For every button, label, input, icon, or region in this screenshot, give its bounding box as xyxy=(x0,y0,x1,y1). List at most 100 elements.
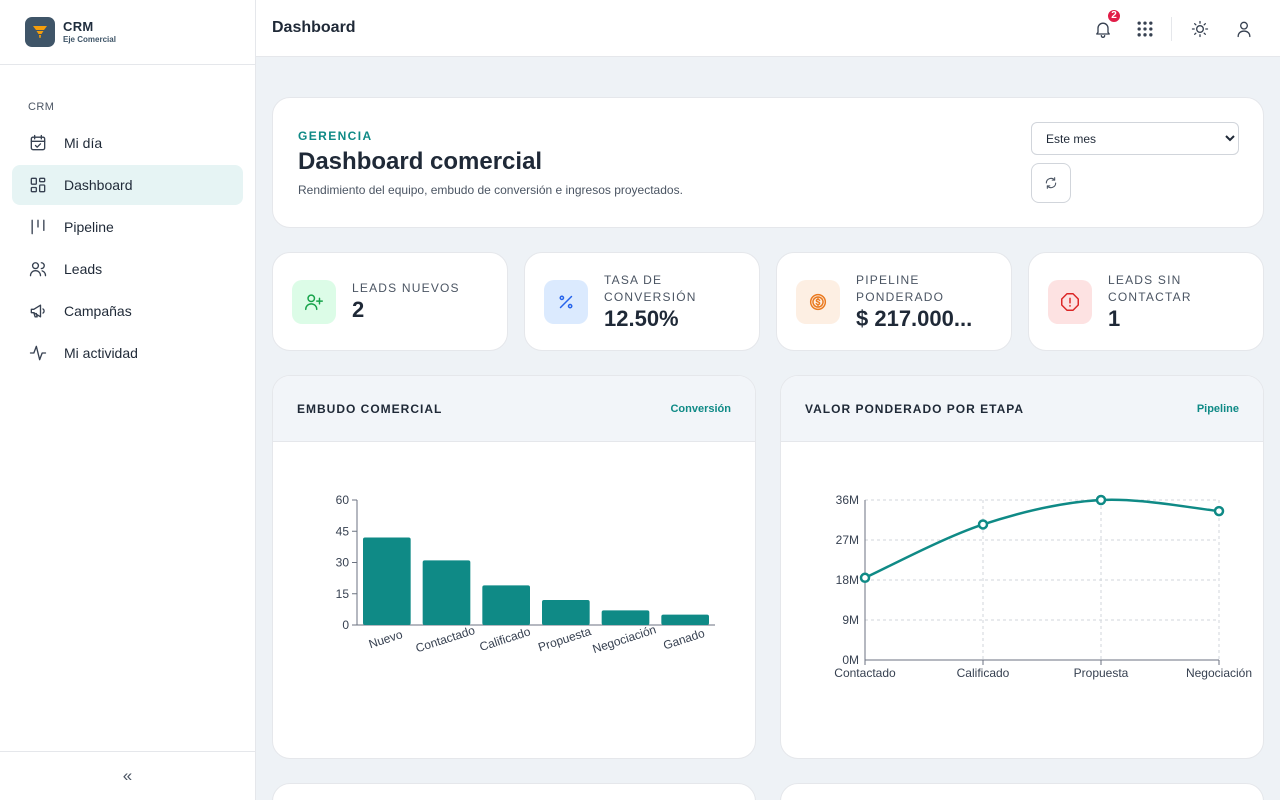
kpi-value: 1 xyxy=(1108,305,1121,331)
y-tick-label: 9M xyxy=(842,613,859,627)
sidebar-item-leads[interactable]: Leads xyxy=(12,249,243,289)
funnel-chart-body: 0 15 30 45 60 Nuevo Contactado Calificado Propue… xyxy=(273,442,755,758)
collapse-sidebar-button[interactable]: « xyxy=(122,766,133,785)
kpi-label: TASA DE CONVERSIÓN xyxy=(604,272,697,304)
funnel-chart-card: EMBUDO COMERCIAL Conversión 0 15 30 45 60 Nue… xyxy=(272,375,756,759)
kpi-label: LEADS SIN CONTACTAR xyxy=(1108,272,1192,304)
user-icon xyxy=(1237,21,1251,37)
pipeline-link[interactable]: Pipeline xyxy=(1196,402,1239,415)
coin-dollar-icon xyxy=(809,293,827,311)
pipeline-columns-icon xyxy=(31,219,45,235)
sidebar-item-pipeline[interactable]: Pipeline xyxy=(12,207,243,247)
apps-grid-icon xyxy=(1137,21,1153,36)
weighted-line-chart: 0M 9M 18M 27M 36M Contactado Calificado Propues… xyxy=(834,493,1252,680)
sidebar-item-label: Mi día xyxy=(64,135,103,151)
sidebar-item-dashboard[interactable]: Dashboard xyxy=(12,165,243,205)
hero-title: Dashboard comercial xyxy=(298,148,543,175)
kpi-value: $ 217.000... xyxy=(856,305,973,331)
x-tick-label: Ganado xyxy=(661,626,706,653)
kpi-card-pipeline-ponderado: PIPELINE PONDERADO $ 217.000... xyxy=(776,252,1012,351)
series-line xyxy=(864,498,1220,579)
sidebar-item-label: Leads xyxy=(64,261,103,277)
period-select[interactable]: Este mes xyxy=(1031,122,1239,155)
x-tick-label: Propuesta xyxy=(1074,666,1129,680)
data-point xyxy=(859,572,871,584)
data-point xyxy=(1095,494,1107,506)
y-tick-label: 27M xyxy=(836,533,859,547)
y-tick-label: 36M xyxy=(836,493,859,507)
brand-subtitle: Eje Comercial xyxy=(63,34,116,44)
sidebar-item-label: Mi actividad xyxy=(64,345,138,361)
user-menu-button[interactable] xyxy=(1232,17,1256,41)
user-plus-icon xyxy=(305,294,323,311)
sidebar-item-mi-dia[interactable]: Mi día xyxy=(12,123,243,163)
weighted-chart-card: VALOR PONDERADO POR ETAPA Pipeline 0M 9M 1… xyxy=(780,375,1264,759)
bell-icon xyxy=(1096,22,1110,38)
x-tick-label: Calificado xyxy=(478,624,533,654)
y-tick-label: 15 xyxy=(336,587,350,601)
apps-button[interactable] xyxy=(1133,17,1157,41)
bar xyxy=(363,537,411,625)
conversion-link[interactable]: Conversión xyxy=(670,402,731,415)
kpi-value: 2 xyxy=(352,297,365,322)
brand-name: CRM xyxy=(63,18,94,34)
users-icon xyxy=(29,262,47,277)
notification-badge: 2 xyxy=(1106,7,1122,24)
kpi-icon-box xyxy=(796,280,840,324)
x-tick-label: Contactado xyxy=(834,666,896,680)
y-tick-label: 45 xyxy=(336,524,350,538)
chart-header: VALOR PONDERADO POR ETAPA Pipeline xyxy=(781,376,1263,442)
percent-icon xyxy=(559,295,573,309)
x-tick-label: Calificado xyxy=(957,666,1010,680)
kpi-icon-box xyxy=(1048,280,1092,324)
chart-title: EMBUDO COMERCIAL xyxy=(297,401,443,416)
data-point xyxy=(1213,505,1225,517)
sun-icon xyxy=(1191,20,1209,37)
bar xyxy=(661,614,709,625)
theme-toggle-button[interactable] xyxy=(1188,17,1212,41)
chart-header: EMBUDO COMERCIAL Conversión xyxy=(273,376,755,442)
sidebar-footer: « xyxy=(0,751,255,800)
kpi-value: 12.50% xyxy=(604,305,679,331)
y-tick-label: 60 xyxy=(336,493,350,507)
header-divider xyxy=(1171,16,1172,41)
x-tick-label: Nuevo xyxy=(367,627,405,651)
x-tick-label: Contactado xyxy=(414,623,477,655)
funnel-logo-icon xyxy=(25,17,55,47)
x-tick-label: Propuesta xyxy=(536,624,593,654)
y-tick-label: 0 xyxy=(342,618,349,632)
hero-card: GERENCIA Dashboard comercial Rendimiento… xyxy=(272,97,1264,228)
sidebar-item-label: Campañas xyxy=(64,303,132,319)
y-tick-label: 18M xyxy=(836,573,859,587)
sidebar: CRM Eje Comercial CRM Mi día Dashboard P… xyxy=(0,0,256,800)
lower-card-left xyxy=(272,783,756,800)
data-point xyxy=(977,519,989,530)
megaphone-icon xyxy=(30,304,45,318)
dashboard-grid-icon xyxy=(30,177,46,193)
sidebar-item-mi-actividad[interactable]: Mi actividad xyxy=(12,333,243,373)
bar xyxy=(601,610,650,625)
sidebar-item-label: Pipeline xyxy=(64,219,114,235)
sidebar-nav: Mi día Dashboard Pipeline Leads Campañas… xyxy=(12,123,243,375)
bar xyxy=(482,585,530,625)
kpi-card-leads-sin-contactar: LEADS SIN CONTACTAR 1 xyxy=(1028,252,1264,351)
topbar: Dashboard 2 xyxy=(256,0,1280,57)
sidebar-item-label: Dashboard xyxy=(64,177,133,193)
kpi-icon-box xyxy=(292,280,336,324)
kpi-card-leads-nuevos: LEADS NUEVOS 2 xyxy=(272,252,508,351)
alert-octagon-icon xyxy=(1061,293,1079,311)
x-tick-label: Negociación xyxy=(591,622,658,656)
lower-card-right xyxy=(780,783,1264,800)
kpi-card-tasa-conversion: TASA DE CONVERSIÓN 12.50% xyxy=(524,252,760,351)
refresh-icon xyxy=(1045,177,1057,189)
brand[interactable]: CRM Eje Comercial xyxy=(0,0,255,65)
y-tick-label: 0M xyxy=(842,653,859,667)
notifications-button[interactable]: 2 xyxy=(1091,7,1122,41)
weighted-chart-body: 0M 9M 18M 27M 36M Contactado Calificado Propues… xyxy=(781,442,1263,758)
kpi-label: PIPELINE PONDERADO xyxy=(856,272,945,304)
x-tick-label: Negociación xyxy=(1186,666,1252,680)
sidebar-item-campanas[interactable]: Campañas xyxy=(12,291,243,331)
y-tick-label: 30 xyxy=(336,556,350,570)
refresh-button[interactable] xyxy=(1031,163,1071,203)
page-title: Dashboard xyxy=(272,19,356,36)
